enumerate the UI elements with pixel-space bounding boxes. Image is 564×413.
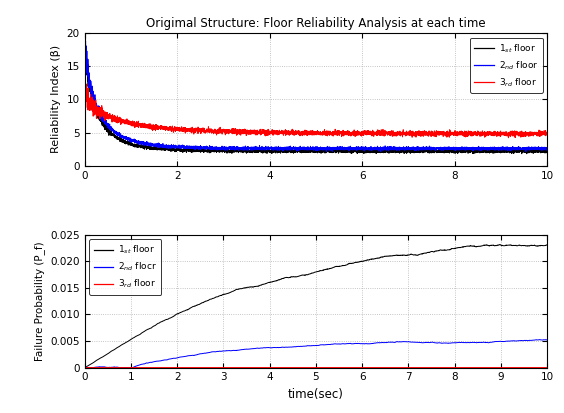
- X-axis label: time(sec): time(sec): [288, 388, 344, 401]
- Y-axis label: Reliability Index (β): Reliability Index (β): [51, 45, 61, 154]
- Title: Origimal Structure: Floor Reliability Analysis at each time: Origimal Structure: Floor Reliability An…: [146, 17, 486, 31]
- Legend: 1$_{st}$ floor, 2$_{nd}$ flocr, 3$_{rd}$ floor: 1$_{st}$ floor, 2$_{nd}$ flocr, 3$_{rd}$…: [89, 240, 161, 295]
- Y-axis label: Failure Probability (P_f): Failure Probability (P_f): [34, 241, 45, 361]
- Legend: 1$_{st}$ floor, 2$_{nd}$ floor, 3$_{rd}$ floor: 1$_{st}$ floor, 2$_{nd}$ floor, 3$_{rd}$…: [470, 38, 543, 93]
